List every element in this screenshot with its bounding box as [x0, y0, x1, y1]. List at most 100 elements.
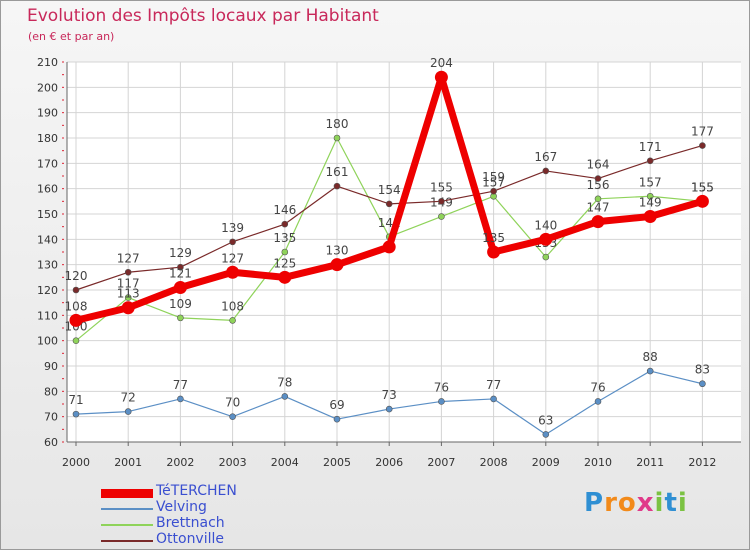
legend-swatch — [101, 489, 153, 498]
x-tick-label: 2002 — [166, 456, 194, 469]
data-point-ottonville — [438, 198, 445, 205]
legend-swatch — [101, 508, 153, 510]
data-label-ottonville: 146 — [273, 203, 296, 217]
y-minor-tick — [62, 340, 64, 342]
data-label-brettnach: 135 — [273, 231, 296, 245]
data-point-velving — [229, 413, 236, 420]
y-minor-tick — [62, 314, 64, 316]
y-minor-tick — [62, 365, 64, 367]
data-label-t-terchen: 127 — [221, 251, 244, 265]
data-label-t-terchen: 204 — [430, 56, 453, 70]
y-minor-tick — [62, 289, 64, 291]
y-minor-tick — [62, 175, 64, 177]
data-point-brettnach — [177, 314, 184, 322]
logo-letter: t — [664, 488, 678, 518]
x-tick-label: 2004 — [271, 456, 299, 469]
data-label-velving: 78 — [277, 375, 292, 389]
data-point-brettnach — [229, 317, 236, 324]
y-minor-tick — [62, 124, 64, 126]
data-label-velving: 76 — [590, 380, 605, 394]
data-point-ottonville — [177, 263, 184, 271]
data-point-t-terchen — [226, 265, 240, 279]
data-point-ottonville — [542, 167, 550, 175]
data-label-velving: 77 — [486, 378, 501, 392]
y-minor-tick — [62, 213, 64, 215]
legend-label: Ottonville — [156, 531, 225, 547]
data-point-t-terchen — [539, 232, 553, 246]
data-label-t-terchen: 130 — [326, 244, 349, 258]
logo-letter: x — [636, 488, 655, 518]
y-tick-label: 60 — [44, 436, 58, 449]
y-minor-tick — [62, 352, 64, 354]
y-minor-tick — [62, 416, 64, 418]
x-tick-label: 2003 — [219, 456, 247, 469]
legend-swatch — [101, 524, 153, 526]
data-label-t-terchen: 147 — [587, 201, 610, 215]
data-point-ottonville — [594, 175, 602, 182]
y-minor-tick — [62, 226, 64, 228]
data-label-velving: 88 — [643, 350, 658, 364]
y-tick-label: 200 — [37, 81, 58, 94]
data-label-t-terchen: 135 — [482, 231, 505, 245]
data-label-t-terchen: 125 — [273, 256, 296, 270]
y-tick-label: 90 — [44, 360, 58, 373]
data-point-ottonville — [699, 142, 706, 149]
data-label-brettnach: 180 — [326, 117, 349, 131]
data-point-brettnach — [438, 213, 445, 220]
data-label-ottonville: 164 — [587, 158, 610, 172]
data-label-velving: 69 — [329, 398, 344, 412]
y-minor-tick — [62, 276, 64, 278]
data-label-brettnach: 157 — [482, 175, 505, 189]
data-point-brettnach — [72, 337, 80, 344]
data-label-ottonville: 155 — [430, 180, 453, 194]
y-tick-label: 170 — [37, 157, 58, 170]
y-tick-label: 80 — [44, 385, 58, 398]
data-point-t-terchen — [487, 245, 501, 259]
data-point-t-terchen — [591, 215, 605, 229]
data-label-ottonville: 139 — [221, 221, 244, 235]
chart-subtitle: (en € et par an) — [28, 30, 115, 43]
y-minor-tick — [62, 112, 64, 114]
y-minor-tick — [62, 150, 64, 152]
data-point-brettnach — [542, 253, 550, 261]
y-minor-tick — [62, 200, 64, 202]
y-tick-label: 210 — [37, 56, 58, 69]
data-point-velving — [385, 405, 393, 413]
data-point-t-terchen — [330, 258, 344, 272]
data-label-ottonville: 159 — [482, 170, 505, 184]
x-tick-label: 2008 — [480, 456, 508, 469]
y-minor-tick — [62, 390, 64, 392]
y-minor-tick — [62, 162, 64, 164]
y-tick-label: 110 — [37, 309, 58, 322]
y-minor-tick — [62, 428, 64, 430]
x-tick-label: 2012 — [688, 456, 716, 469]
data-label-velving: 73 — [382, 388, 397, 402]
data-point-ottonville — [72, 286, 80, 294]
data-point-velving — [490, 395, 497, 403]
legend-item: Ottonville — [101, 531, 301, 549]
x-tick-label: 2010 — [584, 456, 612, 469]
data-point-velving — [124, 408, 132, 415]
data-label-ottonville: 161 — [326, 165, 349, 179]
data-label-velving: 72 — [121, 391, 136, 405]
data-point-brettnach — [594, 195, 602, 203]
data-point-t-terchen — [69, 313, 83, 327]
data-label-velving: 71 — [68, 393, 83, 407]
data-point-ottonville — [385, 200, 393, 208]
data-label-t-terchen: 113 — [117, 287, 140, 301]
proxiti-logo: Proxiti — [584, 488, 688, 518]
y-minor-tick — [62, 137, 64, 139]
data-label-t-terchen: 140 — [534, 218, 557, 232]
data-point-brettnach — [124, 294, 132, 301]
data-point-brettnach — [333, 134, 341, 142]
data-point-t-terchen — [695, 194, 709, 208]
y-minor-tick — [62, 264, 64, 266]
data-point-t-terchen — [382, 240, 396, 254]
data-label-velving: 83 — [695, 363, 710, 377]
logo-letter: i — [677, 488, 688, 518]
data-label-t-terchen: 108 — [65, 299, 88, 313]
data-label-ottonville: 177 — [691, 125, 714, 139]
legend-item: TéTERCHEN — [101, 483, 301, 501]
legend-label: Brettnach — [156, 515, 225, 531]
data-label-t-terchen: 121 — [169, 266, 192, 280]
